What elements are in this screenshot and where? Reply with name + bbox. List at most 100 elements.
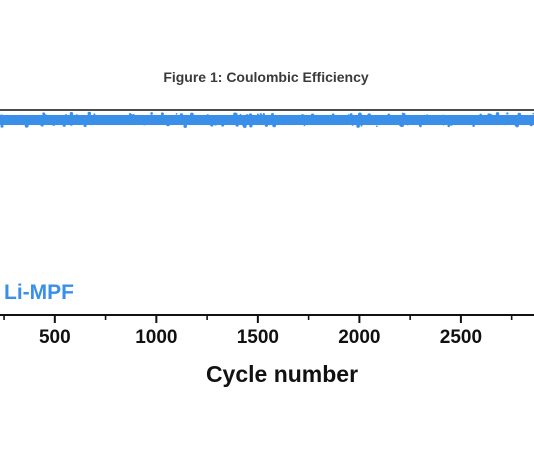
series-0-point — [335, 117, 338, 120]
series-0-point — [506, 112, 509, 115]
series-0-point — [404, 114, 408, 118]
series-0-point — [66, 121, 70, 125]
series-0-point — [210, 115, 215, 119]
series-0-point — [303, 124, 306, 127]
series-0-point — [347, 114, 350, 117]
series-0-point — [529, 122, 533, 127]
series-0-point — [415, 121, 418, 124]
series-0-point — [298, 118, 301, 121]
series-0-point — [374, 119, 378, 123]
series-0-point — [419, 125, 422, 128]
series-0-point — [69, 122, 73, 126]
series-0-point — [73, 115, 77, 119]
series-0-point — [472, 124, 475, 128]
series-0-point — [313, 116, 317, 120]
series-0-point — [503, 122, 507, 126]
series-0-point — [1, 120, 3, 123]
series-0-point — [183, 124, 187, 128]
series-0-point — [307, 116, 312, 120]
series-0-point — [187, 120, 191, 124]
series-0-point — [188, 117, 192, 121]
series-0-point — [270, 112, 275, 117]
series-0-point — [35, 117, 38, 120]
series-0-point — [62, 123, 66, 127]
series-0-point — [163, 115, 167, 119]
x-tick-label-1000: 1000 — [135, 327, 177, 348]
series-0-point — [397, 120, 401, 124]
series-0-point — [490, 114, 493, 117]
series-0-point — [259, 113, 263, 116]
series-0-point — [7, 122, 9, 125]
series-0-point — [175, 113, 178, 115]
series-0-point — [381, 120, 385, 123]
series-0-point — [12, 115, 16, 118]
series-0-point — [120, 116, 124, 119]
series-0-point — [515, 124, 519, 127]
series-0-point — [126, 121, 130, 125]
series-0-point — [41, 124, 44, 127]
series-0-point — [272, 123, 277, 128]
series-0-point — [406, 116, 409, 120]
series-0-point — [324, 117, 327, 120]
series-0-point — [260, 119, 263, 122]
series-0-point — [128, 114, 131, 117]
series-0-point — [471, 118, 474, 121]
series-0-point — [243, 118, 248, 123]
series-0-point — [300, 114, 305, 118]
x-tick-labels: 500 1000 1500 2000 2500 — [39, 327, 482, 348]
series-0-point — [219, 116, 223, 121]
series-0-point — [28, 115, 32, 119]
series-0-point — [384, 119, 389, 124]
series-0-point — [262, 113, 265, 116]
series-0-point — [128, 117, 132, 121]
series-0-point — [131, 115, 136, 120]
series-0-point — [123, 121, 126, 125]
series-0-point — [113, 116, 117, 121]
series-0-point — [349, 119, 352, 122]
series-0-point — [282, 118, 287, 123]
series-0-point — [365, 120, 368, 123]
series-0-point — [399, 123, 404, 127]
series-0-point — [239, 113, 242, 116]
series-0-point — [142, 121, 147, 126]
series-0-point — [132, 114, 135, 117]
series-0-point — [367, 113, 372, 118]
series-0-point — [463, 121, 465, 123]
series-0-point — [8, 114, 11, 118]
series-0-point — [351, 118, 354, 121]
series-0-point — [411, 116, 414, 120]
series-0-point — [442, 123, 445, 126]
series-0-line — [0, 115, 534, 125]
series-0-point — [395, 118, 399, 122]
series-0-point — [310, 113, 315, 117]
series-0-point — [264, 123, 269, 127]
series-0-point — [56, 118, 60, 121]
series-0-point — [288, 120, 292, 124]
series-0-point — [307, 120, 311, 124]
chart-title: Figure 1: Coulombic Efficiency — [163, 69, 369, 85]
series-0-point — [361, 121, 365, 125]
series-0-point — [320, 116, 324, 121]
series-0-point — [233, 116, 237, 120]
series-0-point — [406, 122, 410, 126]
series-0-point — [508, 116, 512, 120]
series-0-point — [465, 115, 468, 118]
series-0-point — [291, 116, 294, 119]
series-0-point — [418, 115, 422, 119]
series-0-point — [505, 120, 508, 123]
series-0-point — [426, 114, 429, 117]
series-0-point — [447, 124, 450, 128]
series-0-point — [280, 116, 283, 119]
series-0-point — [460, 118, 463, 121]
series-0-point — [0, 114, 4, 119]
series-0-point — [179, 113, 184, 117]
series-0-point — [160, 112, 164, 116]
series-layer — [0, 111, 534, 128]
series-0-point — [190, 112, 194, 117]
series-0-point — [376, 121, 381, 126]
series-0-point — [495, 112, 500, 116]
series-0-point — [87, 111, 92, 116]
series-0-point — [93, 113, 96, 116]
x-tick-label-1500: 1500 — [237, 327, 279, 348]
